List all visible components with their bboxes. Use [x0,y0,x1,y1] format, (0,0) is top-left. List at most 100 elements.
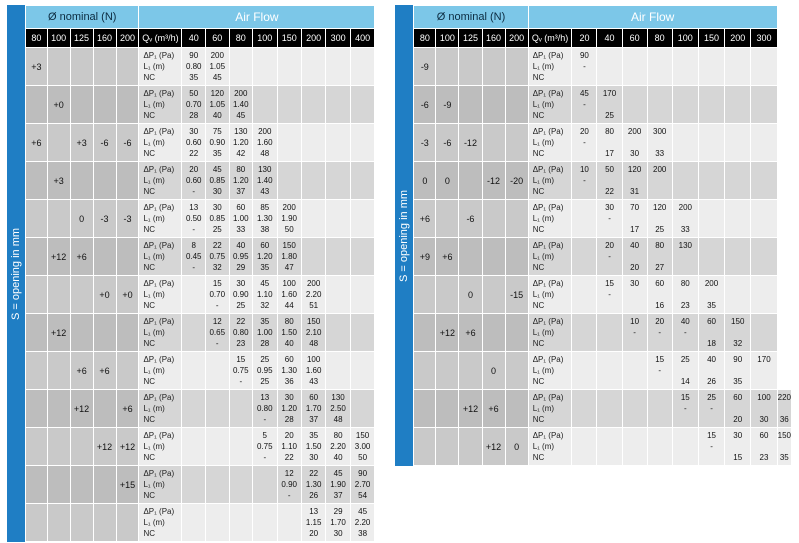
nominal-cell: -6 [459,200,482,238]
nominal-col: 200 [116,29,139,48]
nominal-cell [436,48,459,86]
nominal-cell [93,390,116,428]
flow-cell [572,314,597,352]
nominal-cell [436,352,459,390]
nominal-cell [436,276,459,314]
flow-cell [206,390,230,428]
flow-cell: 170 [751,352,777,390]
row-labels: ΔP₁ (Pa)L₁ (m)NC [139,162,182,200]
nominal-cell [26,352,48,390]
nominal-cell: -15 [505,276,528,314]
airflow-header: Air Flow [528,6,777,29]
flow-cell: 15035 [777,428,791,466]
qv-header: Qᵥ (m³/h) [139,29,182,48]
nominal-cell: +6 [93,352,116,390]
nominal-cell [26,428,48,466]
nominal-cell [70,314,93,352]
flow-cell [751,48,777,86]
flow-cell: 801.5040 [277,314,301,352]
flow-cell [572,200,597,238]
flow-col: 400 [350,29,375,48]
flow-cell: 451.9037 [326,466,350,504]
flow-cell: 1301.2042 [229,124,253,162]
nominal-cell [47,48,70,86]
nominal-cell [505,124,528,162]
nominal-cell [505,390,528,428]
flow-cell [672,428,698,466]
nominal-cell: +6 [459,314,482,352]
flow-cell [277,86,301,124]
nominal-cell [47,124,70,162]
flow-cell [301,200,325,238]
flow-cell [725,86,751,124]
flow-col: 40 [182,29,206,48]
nominal-cell: +0 [93,276,116,314]
nominal-cell [482,238,505,276]
flow-cell: 20030 [622,124,647,162]
flow-cell: 2514 [672,352,698,390]
row-labels: ΔP₁ (Pa)L₁ (m)NC [139,200,182,238]
nominal-cell: +3 [70,124,93,162]
nominal-cell [47,276,70,314]
right-panel: S = opening in mm Ø nominal (N)Air Flow8… [394,4,793,467]
flow-col: 150 [698,29,724,48]
flow-cell [597,314,622,352]
flow-cell: 12025 [647,200,672,238]
flow-cell: 2001.9050 [277,200,301,238]
nominal-col: 160 [93,29,116,48]
airflow-header: Air Flow [139,6,375,29]
flow-cell: 15- [698,428,724,466]
flow-cell: 1503.0050 [350,428,375,466]
flow-cell: 10030 [751,390,777,428]
flow-cell: 5022 [597,162,622,200]
flow-cell: 130.50- [182,200,206,238]
flow-cell [253,48,277,86]
nominal-cell: +6 [482,390,505,428]
nominal-cell [505,48,528,86]
row-labels: ΔP₁ (Pa)L₁ (m)NC [139,314,182,352]
nominal-cell: +12 [93,428,116,466]
nominal-cell [116,352,139,390]
flow-cell: 10- [572,162,597,200]
flow-cell: 291.7030 [326,504,350,542]
flow-cell: 801.2037 [229,162,253,200]
row-labels: ΔP₁ (Pa)L₁ (m)NC [528,124,572,162]
flow-cell: 802.2040 [326,428,350,466]
nominal-cell: +12 [459,390,482,428]
nominal-cell [93,466,116,504]
row-labels: ΔP₁ (Pa)L₁ (m)NC [528,48,572,86]
flow-cell: 4026 [698,352,724,390]
flow-cell [647,390,672,428]
flow-cell: 15- [597,276,622,314]
flow-cell: 2001.6048 [253,124,277,162]
flow-cell: 902.7054 [350,466,375,504]
flow-cell [182,504,206,542]
flow-cell: 15- [672,390,698,428]
flow-cell [622,86,647,124]
nominal-cell [459,86,482,124]
flow-cell [350,124,375,162]
flow-cell [597,390,622,428]
qv-header: Qᵥ (m³/h) [528,29,572,48]
flow-cell [647,428,672,466]
flow-cell [725,276,751,314]
flow-cell [350,238,375,276]
flow-cell: 130.80- [253,390,277,428]
nominal-cell: -12 [482,162,505,200]
flow-cell [182,466,206,504]
nominal-cell: +12 [482,428,505,466]
flow-cell: 221.3026 [301,466,325,504]
nominal-cell: -3 [93,200,116,238]
flow-cell [326,200,350,238]
flow-cell [751,314,777,352]
flow-cell: 452.2038 [350,504,375,542]
nominal-cell [116,162,139,200]
flow-cell: 301.2028 [277,390,301,428]
flow-cell: 120.65- [206,314,230,352]
row-labels: ΔP₁ (Pa)L₁ (m)NC [528,352,572,390]
nominal-cell: +6 [26,124,48,162]
flow-cell: 80.45- [182,238,206,276]
flow-cell: 8023 [672,276,698,314]
flow-cell [725,162,751,200]
flow-cell [725,124,751,162]
